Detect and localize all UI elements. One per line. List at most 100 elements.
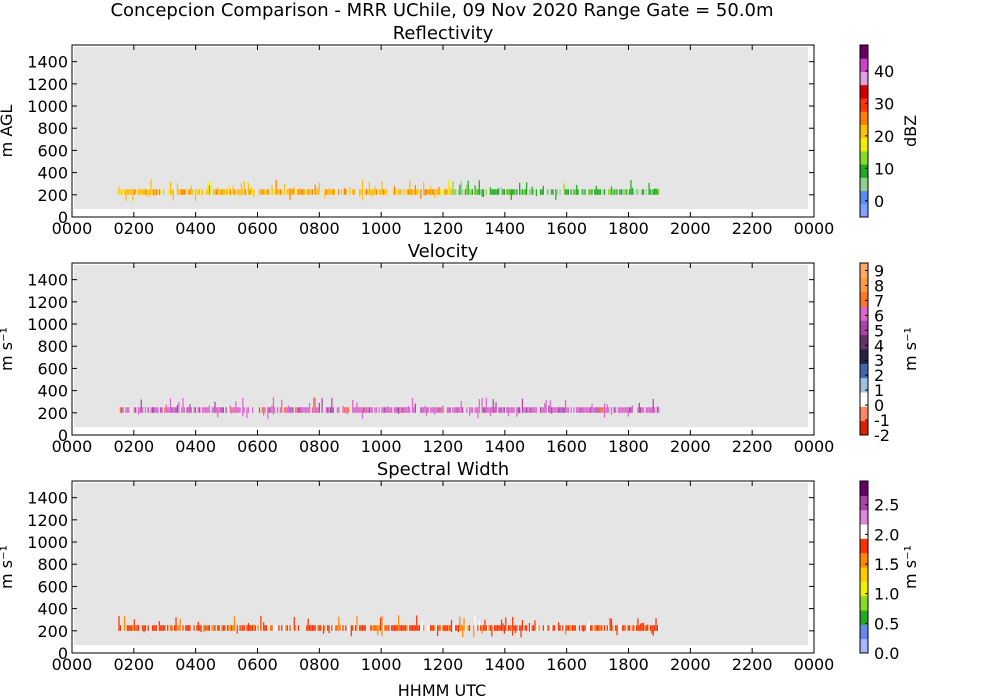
y-tick-label: 0 xyxy=(58,208,68,227)
data-bin xyxy=(151,189,154,195)
data-bin xyxy=(214,625,216,631)
data-bin xyxy=(541,189,543,195)
data-bin xyxy=(500,619,503,631)
data-bin xyxy=(641,407,643,413)
data-bin xyxy=(395,625,397,631)
colorbar-swatch xyxy=(860,552,868,568)
data-bin xyxy=(467,180,469,195)
data-bin xyxy=(552,625,554,631)
data-bin xyxy=(174,407,176,413)
data-bin xyxy=(475,407,478,413)
data-bin xyxy=(467,625,469,631)
x-tick-label: 0000 xyxy=(794,219,835,238)
colorbar-tick-label: 6 xyxy=(874,306,884,325)
data-bin xyxy=(308,402,311,413)
data-bin xyxy=(591,625,593,631)
data-bin xyxy=(226,625,229,631)
data-bin xyxy=(507,189,510,195)
data-bin xyxy=(384,407,386,413)
data-bin xyxy=(239,407,241,413)
data-bin xyxy=(530,189,532,195)
data-bin xyxy=(281,189,283,195)
data-bin xyxy=(368,407,371,413)
data-bin xyxy=(342,405,344,413)
data-bin xyxy=(142,407,144,413)
data-bin xyxy=(494,189,496,195)
data-bin xyxy=(417,625,419,631)
data-bin xyxy=(450,189,453,195)
x-tick-label: 0800 xyxy=(299,219,340,238)
data-bin xyxy=(427,189,429,195)
data-bin xyxy=(212,625,215,631)
colorbar-swatch xyxy=(860,420,868,436)
data-band xyxy=(119,397,660,419)
data-bin xyxy=(542,185,544,195)
data-bin xyxy=(627,625,629,631)
data-bin xyxy=(158,189,160,195)
data-bin xyxy=(118,616,120,631)
data-bin xyxy=(531,407,533,413)
data-bin xyxy=(512,616,514,636)
data-bin xyxy=(322,625,325,634)
data-bin xyxy=(270,407,272,413)
data-bin xyxy=(453,407,455,413)
data-bin xyxy=(574,625,576,631)
data-bin xyxy=(489,625,492,631)
data-bin xyxy=(613,189,615,195)
data-bin xyxy=(233,189,236,195)
data-bin xyxy=(197,407,199,413)
data-bin xyxy=(174,625,176,631)
data-bin xyxy=(286,407,288,413)
data-bin xyxy=(271,405,273,413)
data-bin xyxy=(249,189,251,195)
data-bin xyxy=(321,398,323,413)
data-bin xyxy=(474,185,476,195)
data-bin xyxy=(399,625,401,631)
data-bin xyxy=(628,625,631,631)
data-bin xyxy=(439,625,441,631)
colorbar-frame xyxy=(859,44,869,218)
data-bin xyxy=(143,189,145,195)
data-bin xyxy=(126,407,128,413)
data-bin xyxy=(564,625,567,635)
y-axis-label: m s⁻¹ xyxy=(0,545,16,589)
data-bin xyxy=(155,189,158,196)
data-bin xyxy=(135,625,137,631)
data-bin xyxy=(569,625,571,631)
data-bin xyxy=(559,625,561,631)
data-bin xyxy=(336,407,339,413)
data-bin xyxy=(548,405,550,413)
missing-data-region xyxy=(74,47,808,209)
data-bin xyxy=(512,407,514,413)
data-bin xyxy=(139,407,141,413)
data-bin xyxy=(414,403,416,413)
data-bin xyxy=(388,407,390,413)
data-bin xyxy=(276,407,279,413)
data-bin xyxy=(233,407,236,413)
data-bin xyxy=(147,189,149,195)
data-bin xyxy=(630,407,632,413)
data-bin xyxy=(442,189,444,195)
data-bin xyxy=(528,189,531,195)
data-bin xyxy=(654,188,656,195)
data-bin xyxy=(360,189,362,195)
data-bin xyxy=(206,407,208,413)
data-bin xyxy=(363,625,365,631)
data-bin xyxy=(325,189,327,195)
data-bin xyxy=(392,189,394,195)
data-bin xyxy=(494,625,496,631)
colorbar-swatch xyxy=(860,581,868,597)
data-bin xyxy=(229,405,231,413)
data-bin xyxy=(460,181,462,195)
data-bin xyxy=(450,619,453,633)
data-bin xyxy=(123,189,126,195)
data-bin xyxy=(434,189,436,198)
data-bin xyxy=(601,625,603,631)
data-bin xyxy=(243,625,245,631)
data-bin xyxy=(627,407,629,417)
data-bin xyxy=(640,407,642,413)
data-bin xyxy=(133,189,135,195)
data-bin xyxy=(160,625,162,631)
data-bin xyxy=(164,407,166,413)
